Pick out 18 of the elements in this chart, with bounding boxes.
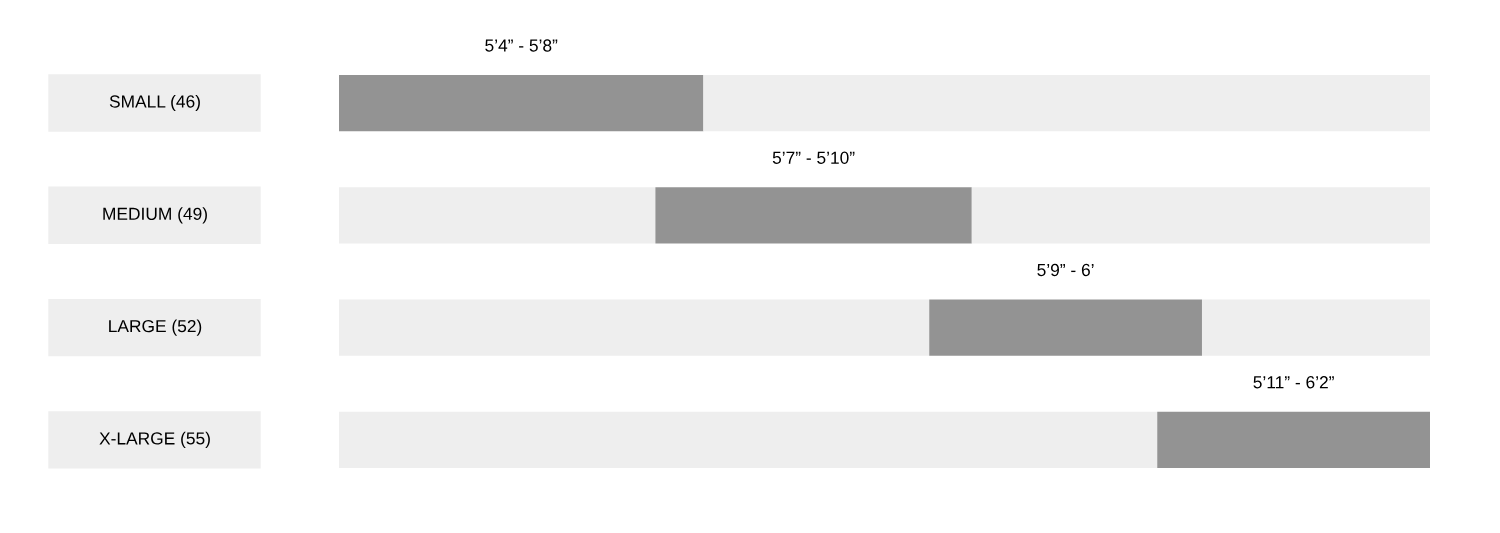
annotation: 5’7” - 5’10”: [772, 151, 855, 164]
y-tick-label: SMALL (46): [109, 94, 200, 112]
y-tick-label: MEDIUM (49): [103, 207, 207, 224]
bar: [929, 299, 1202, 356]
bar: [339, 75, 704, 132]
bar: [703, 75, 1430, 132]
bar: [339, 187, 656, 244]
bar: [339, 299, 930, 356]
bar: [971, 187, 1430, 244]
annotation: 5’4” - 5’8”: [485, 39, 558, 52]
y-tick-label: X-LARGE (55): [99, 431, 210, 448]
bar: [1157, 411, 1430, 468]
annotation: 5’11” - 6’2”: [1253, 376, 1334, 389]
y-tick-label: LARGE (52): [109, 319, 202, 336]
annotation: 5’9” - 6’: [1037, 263, 1094, 277]
bar: [655, 187, 972, 244]
bar: [339, 411, 1158, 468]
bar: [1201, 299, 1430, 356]
